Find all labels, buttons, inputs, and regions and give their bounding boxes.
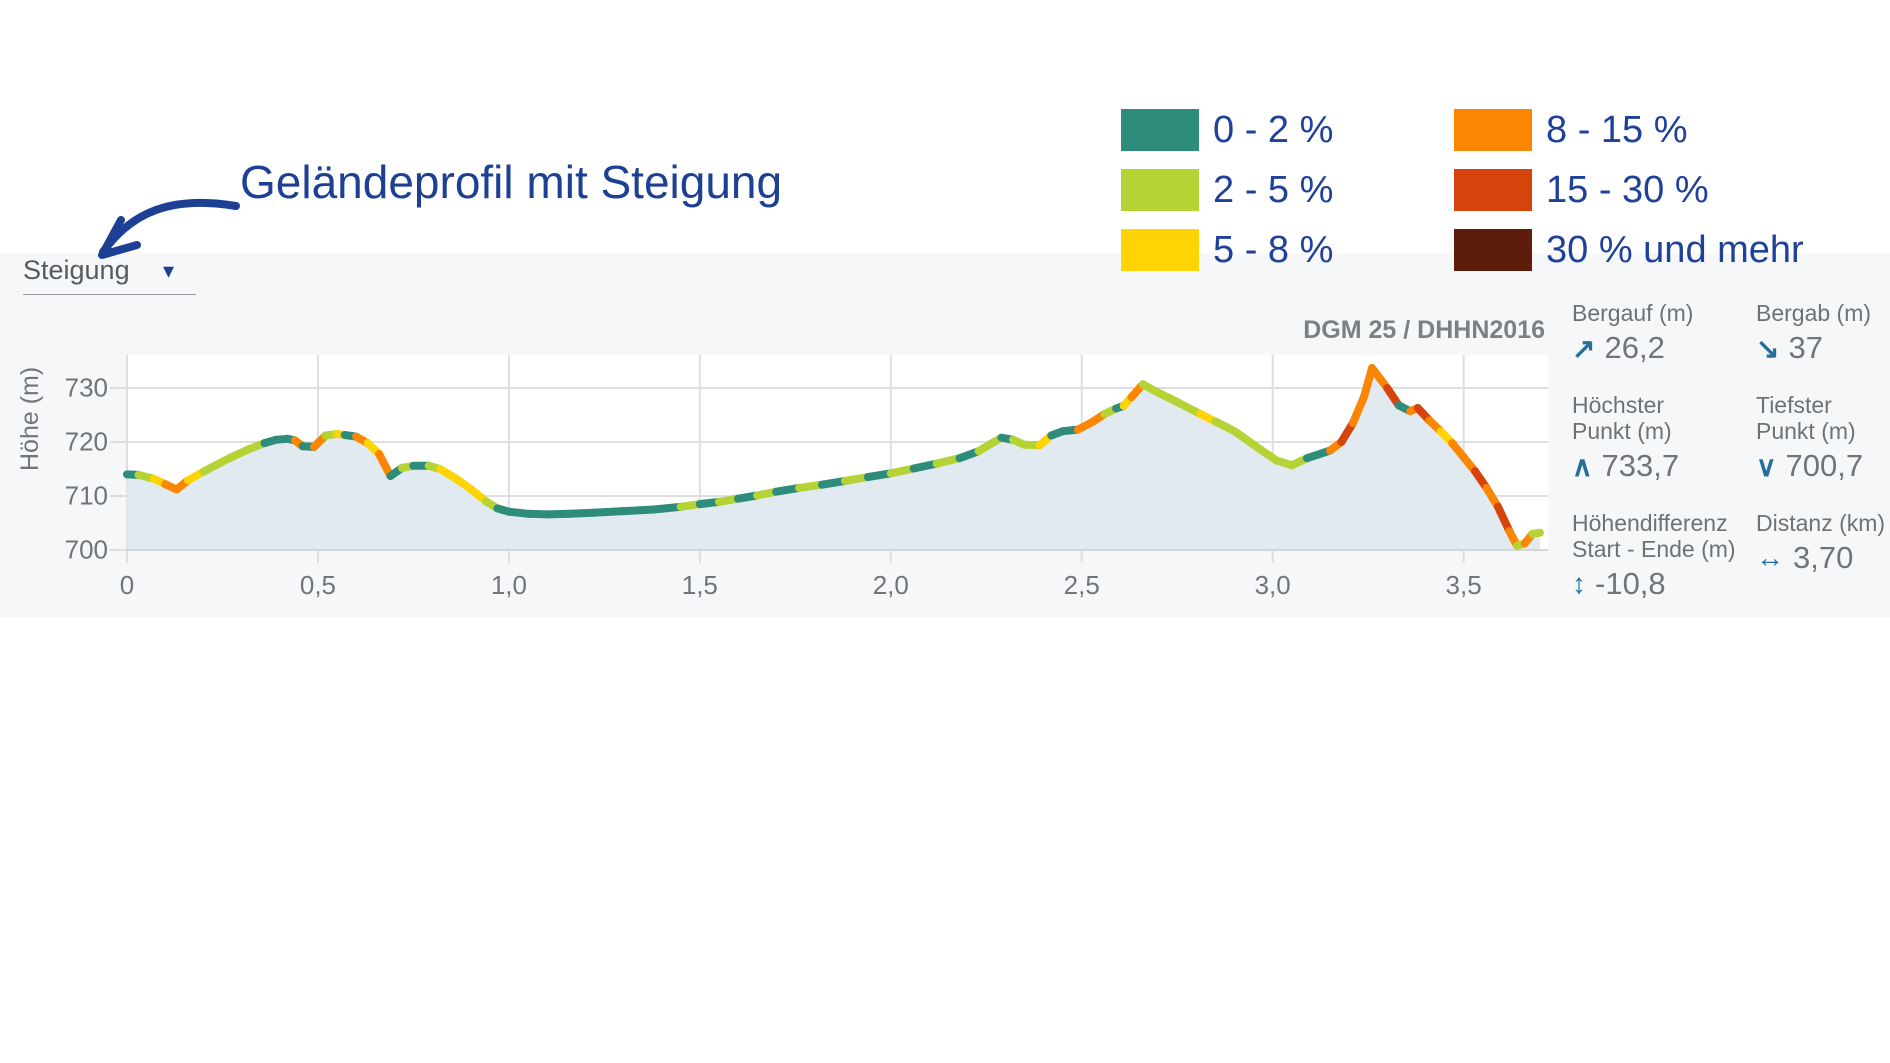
legend-label: 0 - 2 % bbox=[1213, 108, 1334, 151]
legend-label: 30 % und mehr bbox=[1546, 228, 1804, 271]
stats-panel: Bergauf (m) ↗ 26,2 Bergab (m) ↘ 37 Höchster Pun… bbox=[1572, 300, 1890, 602]
profile-segment bbox=[1494, 502, 1514, 536]
chevron-up-icon: ∧ bbox=[1572, 450, 1593, 482]
legend-swatch bbox=[1454, 229, 1532, 271]
legend-swatch bbox=[1121, 169, 1199, 211]
stat-tiefster-punkt: Tiefster Punkt (m) ∨ 700,7 bbox=[1756, 392, 1890, 484]
profile-segment bbox=[619, 505, 658, 516]
slope-dropdown-label: Steigung bbox=[23, 255, 130, 285]
x-tick-label: 3,0 bbox=[1254, 570, 1291, 600]
legend-item: 0 - 2 % bbox=[1121, 109, 1333, 151]
x-tick-label: 2,0 bbox=[872, 570, 909, 600]
stat-label: Tiefster Punkt (m) bbox=[1756, 392, 1856, 444]
stat-label: Höhendifferenz Start - Ende (m) bbox=[1572, 510, 1736, 562]
stat-label: Distanz (km) bbox=[1756, 510, 1886, 536]
y-tick-label: 730 bbox=[64, 372, 108, 403]
legend-item: 15 - 30 % bbox=[1454, 169, 1709, 211]
profile-segment bbox=[1528, 528, 1544, 538]
y-tick-label: 700 bbox=[64, 534, 108, 565]
profile-segment bbox=[1368, 364, 1392, 392]
horizontal-arrows-icon: ↔ bbox=[1756, 542, 1784, 573]
y-tick-label: 710 bbox=[64, 480, 108, 511]
legend-item: 5 - 8 % bbox=[1121, 229, 1333, 271]
legend-label: 15 - 30 % bbox=[1546, 168, 1709, 211]
legend-label: 2 - 5 % bbox=[1213, 168, 1334, 211]
stat-value: ↗ 26,2 bbox=[1572, 330, 1756, 366]
chevron-down-icon: ▾ bbox=[162, 257, 174, 283]
stat-label: Höchster Punkt (m) bbox=[1572, 392, 1672, 444]
profile-segment bbox=[1230, 427, 1262, 452]
stat-value: ↔ 3,70 bbox=[1756, 540, 1890, 576]
stat-value: ∨ 700,7 bbox=[1756, 448, 1890, 484]
legend-label: 8 - 15 % bbox=[1546, 108, 1688, 151]
x-tick-label: 3,5 bbox=[1445, 570, 1482, 600]
stat-label: Bergab (m) bbox=[1756, 300, 1872, 326]
slope-dropdown[interactable]: Steigung ▾ bbox=[23, 255, 196, 295]
chevron-down-icon: ∨ bbox=[1756, 450, 1777, 482]
vertical-arrows-icon: ↕ bbox=[1572, 568, 1586, 599]
stat-value-text: 37 bbox=[1788, 330, 1823, 365]
stat-hoechster-punkt: Höchster Punkt (m) ∧ 733,7 bbox=[1572, 392, 1756, 484]
downhill-arrow-icon: ↘ bbox=[1756, 332, 1780, 364]
stat-value-text: 3,70 bbox=[1793, 540, 1854, 575]
stat-label: Bergauf (m) bbox=[1572, 300, 1694, 326]
stat-value-text: 733,7 bbox=[1601, 448, 1680, 483]
x-tick-label: 2,5 bbox=[1063, 570, 1100, 600]
legend-item: 8 - 15 % bbox=[1454, 109, 1688, 151]
profile-segment bbox=[1348, 392, 1369, 428]
x-tick-label: 0,5 bbox=[299, 570, 337, 600]
profile-segment bbox=[588, 507, 628, 517]
stat-value: ↘ 37 bbox=[1756, 330, 1890, 366]
stat-value: ∧ 733,7 bbox=[1572, 448, 1756, 484]
profile-segment bbox=[1150, 386, 1182, 406]
legend-swatch bbox=[1121, 109, 1199, 151]
legend-swatch bbox=[1121, 229, 1199, 271]
profile-area-fill bbox=[127, 368, 1540, 550]
elevation-profile-chart[interactable] bbox=[0, 340, 1890, 620]
x-tick-label: 0 bbox=[119, 570, 135, 600]
stat-bergauf: Bergauf (m) ↗ 26,2 bbox=[1572, 300, 1756, 366]
stat-value-text: 700,7 bbox=[1785, 448, 1864, 483]
annotation-text: Geländeprofil mit Steigung bbox=[240, 156, 783, 208]
profile-segment bbox=[650, 502, 685, 514]
x-tick-label: 1,0 bbox=[490, 570, 527, 600]
y-tick-label: 720 bbox=[64, 426, 108, 457]
stat-hoehendifferenz: Höhendifferenz Start - Ende (m) ↕ -10,8 bbox=[1572, 510, 1756, 602]
legend-swatch bbox=[1454, 109, 1532, 151]
legend-label: 5 - 8 % bbox=[1213, 228, 1334, 271]
stat-bergab: Bergab (m) ↘ 37 bbox=[1756, 300, 1890, 366]
stat-value-text: -10,8 bbox=[1595, 566, 1666, 601]
stat-distanz: Distanz (km) ↔ 3,70 bbox=[1756, 510, 1890, 602]
profile-segment bbox=[1173, 398, 1205, 418]
legend-swatch bbox=[1454, 169, 1532, 211]
elevation-model-label: DGM 25 / DHHN2016 bbox=[1303, 316, 1545, 344]
stat-value: ↕ -10,8 bbox=[1572, 566, 1756, 602]
profile-segment bbox=[375, 449, 395, 480]
stat-value-text: 26,2 bbox=[1604, 330, 1665, 365]
uphill-arrow-icon: ↗ bbox=[1572, 332, 1596, 364]
legend-item: 2 - 5 % bbox=[1121, 169, 1333, 211]
legend-item: 30 % und mehr bbox=[1454, 229, 1804, 271]
x-tick-label: 1,5 bbox=[681, 570, 718, 600]
